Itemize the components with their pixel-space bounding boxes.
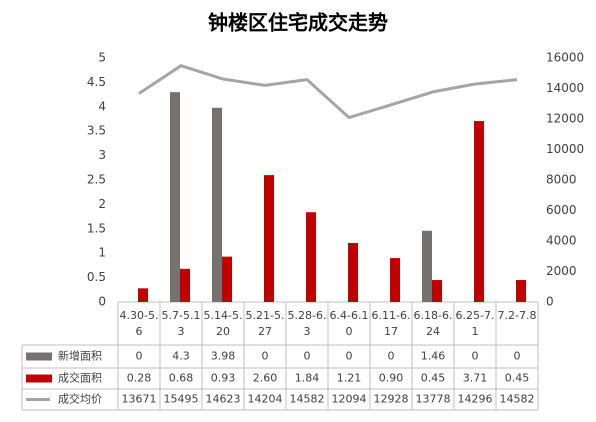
- bar: [348, 242, 358, 302]
- table-value: 3.71: [463, 372, 488, 385]
- table-value: 0.45: [421, 372, 446, 385]
- bar: [170, 92, 180, 302]
- bar: [264, 175, 274, 302]
- table-value: 0.45: [505, 372, 530, 385]
- table-value: 15495: [164, 393, 199, 406]
- table-value: 1.46: [421, 350, 446, 363]
- y-tick-label: 1.5: [87, 221, 106, 235]
- table-value: 14296: [458, 393, 493, 406]
- y-tick-label: 0.5: [87, 270, 106, 284]
- table-value: 1.84: [295, 372, 320, 385]
- x-tick-label: 6.4-6.1 0: [330, 309, 369, 338]
- y2-tick-label: 0: [546, 295, 554, 309]
- bar: [222, 256, 232, 302]
- y2-tick-label: 14000: [546, 81, 584, 95]
- chart-title: 钟楼区住宅成交走势: [208, 11, 388, 35]
- table-value: 0: [262, 350, 269, 363]
- bar: [516, 280, 526, 302]
- x-tick-label: 5.7-5.1 3: [162, 309, 201, 338]
- table-value: 0.68: [169, 372, 194, 385]
- table-value: 0: [472, 350, 479, 363]
- table-value: 14582: [290, 393, 325, 406]
- table-value: 13778: [416, 393, 451, 406]
- y2-tick-label: 10000: [546, 142, 584, 156]
- table-value: 14204: [248, 393, 283, 406]
- bar: [138, 288, 148, 302]
- x-tick-label: 5.14-5. 20: [204, 309, 243, 338]
- line: [138, 64, 518, 120]
- table-value: 4.3: [172, 350, 190, 363]
- y-tick-label: 3.5: [87, 124, 106, 138]
- y2-tick-label: 6000: [546, 203, 577, 217]
- bar: [180, 268, 190, 302]
- x-tick-label: 6.18-6. 24: [414, 309, 453, 338]
- x-tick-label: 6.11-6. 17: [372, 309, 411, 338]
- table-value: 0: [514, 350, 521, 363]
- x-tick-label: 4.30-5. 6: [120, 309, 159, 338]
- table-value: 0.93: [211, 372, 236, 385]
- legend-swatch: [26, 352, 52, 361]
- legend-label: 成交均价: [58, 392, 102, 406]
- bar: [390, 258, 400, 302]
- y2-tick-label: 4000: [546, 234, 577, 248]
- legend-label: 新增面积: [58, 349, 102, 363]
- y-tick-label: 4: [98, 99, 106, 113]
- x-tick-label: 5.21-5. 27: [246, 309, 285, 338]
- table-value: 0: [304, 350, 311, 363]
- y-tick-label: 2.5: [87, 173, 106, 187]
- table-value: 0.90: [379, 372, 404, 385]
- table-value: 2.60: [253, 372, 278, 385]
- table-value: 14582: [500, 393, 535, 406]
- y-tick-label: 0: [98, 295, 106, 309]
- y-tick-label: 5: [98, 51, 106, 65]
- y2-tick-label: 12000: [546, 112, 584, 126]
- table-value: 0: [388, 350, 395, 363]
- y-tick-label: 1: [98, 246, 106, 260]
- legend-label: 成交面积: [58, 371, 102, 385]
- bar: [306, 212, 316, 302]
- bar: [432, 280, 442, 302]
- table-value: 12094: [332, 393, 367, 406]
- table-value: 0: [136, 350, 143, 363]
- bar: [212, 107, 222, 302]
- table-value: 3.98: [211, 350, 236, 363]
- table-value: 14623: [206, 393, 241, 406]
- table-value: 12928: [374, 393, 409, 406]
- table-value: 0.28: [127, 372, 152, 385]
- table-value: 1.21: [337, 372, 362, 385]
- y2-tick-label: 16000: [546, 51, 584, 65]
- x-tick-label: 7.2-7.8: [498, 309, 537, 322]
- y-tick-label: 3: [98, 148, 106, 162]
- x-tick-label: 5.28-6. 3: [288, 309, 327, 338]
- bar: [474, 120, 484, 303]
- table-value: 0: [346, 350, 353, 363]
- y-tick-label: 4.5: [87, 75, 106, 89]
- x-tick-label: 6.25-7. 1: [456, 309, 495, 338]
- y-tick-label: 2: [98, 197, 106, 211]
- table-value: 13671: [122, 393, 157, 406]
- y2-tick-label: 2000: [546, 264, 577, 278]
- bar: [422, 230, 432, 302]
- legend-swatch: [26, 374, 52, 383]
- y2-tick-label: 8000: [546, 173, 577, 187]
